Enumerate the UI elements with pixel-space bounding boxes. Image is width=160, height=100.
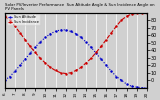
Sun Incidence xyxy=(110,32,112,34)
Sun Incidence xyxy=(19,32,21,34)
Sun Incidence xyxy=(105,39,107,40)
Sun Altitude xyxy=(29,53,31,54)
Sun Altitude xyxy=(39,41,41,42)
Sun Incidence xyxy=(115,26,117,27)
Sun Incidence xyxy=(29,46,31,47)
Sun Altitude xyxy=(44,37,46,38)
Sun Incidence xyxy=(100,46,102,47)
Sun Incidence xyxy=(136,13,138,14)
Sun Incidence xyxy=(14,26,16,27)
Sun Altitude xyxy=(75,33,77,34)
Sun Altitude xyxy=(115,76,117,77)
Sun Incidence xyxy=(24,39,26,40)
Sun Altitude xyxy=(110,71,112,72)
Sun Altitude xyxy=(80,37,82,38)
Sun Altitude xyxy=(60,29,62,30)
Sun Altitude xyxy=(9,76,11,77)
Sun Altitude xyxy=(14,71,16,72)
Sun Altitude xyxy=(120,80,122,81)
Sun Altitude xyxy=(34,47,36,48)
Text: Solar PV/Inverter Performance  Sun Altitude Angle & Sun Incidence Angle on PV Pa: Solar PV/Inverter Performance Sun Altitu… xyxy=(5,3,154,11)
Sun Incidence xyxy=(55,70,56,71)
Sun Incidence xyxy=(85,62,87,64)
Sun Incidence xyxy=(120,20,122,21)
Sun Incidence xyxy=(126,16,128,17)
Sun Altitude xyxy=(136,86,138,88)
Sun Altitude xyxy=(95,53,97,54)
Line: Sun Altitude: Sun Altitude xyxy=(4,29,148,89)
Sun Incidence xyxy=(141,12,143,13)
Sun Incidence xyxy=(65,73,67,74)
Sun Incidence xyxy=(146,12,148,13)
Sun Altitude xyxy=(85,41,87,42)
Sun Incidence xyxy=(90,58,92,59)
Sun Altitude xyxy=(141,87,143,88)
Sun Altitude xyxy=(105,65,107,66)
Line: Sun Incidence: Sun Incidence xyxy=(4,12,148,74)
Sun Altitude xyxy=(4,80,6,81)
Sun Altitude xyxy=(90,47,92,48)
Sun Altitude xyxy=(100,59,102,60)
Sun Altitude xyxy=(126,83,128,85)
Sun Altitude xyxy=(65,29,67,30)
Sun Incidence xyxy=(34,52,36,53)
Sun Incidence xyxy=(70,72,72,73)
Sun Altitude xyxy=(24,59,26,60)
Sun Incidence xyxy=(131,14,132,15)
Sun Altitude xyxy=(131,86,132,87)
Sun Altitude xyxy=(146,87,148,88)
Sun Incidence xyxy=(80,67,82,68)
Sun Incidence xyxy=(4,16,6,17)
Sun Altitude xyxy=(70,31,72,32)
Sun Altitude xyxy=(55,31,56,32)
Sun Altitude xyxy=(49,33,51,34)
Sun Incidence xyxy=(75,70,77,71)
Sun Altitude xyxy=(19,65,21,66)
Sun Incidence xyxy=(95,52,97,53)
Sun Incidence xyxy=(49,67,51,68)
Sun Incidence xyxy=(44,62,46,64)
Sun Incidence xyxy=(9,20,11,21)
Sun Incidence xyxy=(39,58,41,59)
Legend: Sun Altitude, Sun Incidence: Sun Altitude, Sun Incidence xyxy=(7,14,40,25)
Sun Incidence xyxy=(60,72,62,73)
